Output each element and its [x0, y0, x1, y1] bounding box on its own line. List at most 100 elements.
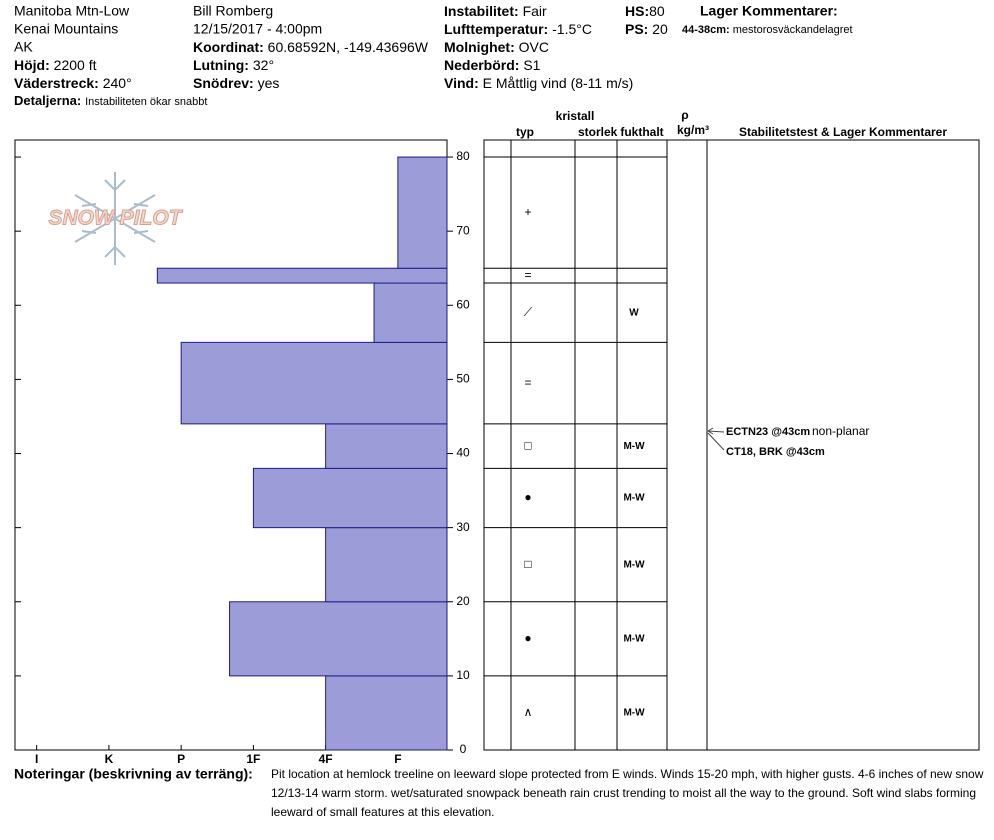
value: 20: [652, 21, 668, 37]
y-tick-label: 10: [456, 668, 470, 682]
value: E Måttlig vind (8-11 m/s): [483, 75, 634, 91]
label: Lufttemperatur:: [444, 21, 548, 37]
test-arrows: [707, 427, 725, 451]
notes-line: Pit location at hemlock treeline on leew…: [271, 767, 984, 781]
coord: Koordinat: 60.68592N, -149.43696W: [193, 39, 429, 55]
hardness-bar: [325, 527, 448, 603]
hardness-bar: [180, 341, 448, 425]
x-tick-label: 1F: [246, 752, 260, 766]
grain-type: =: [524, 268, 531, 282]
x-tick-label: I: [35, 752, 38, 766]
grain-type: □: [524, 438, 531, 452]
table-columns: [510, 140, 708, 750]
col-header: storlek: [578, 125, 618, 139]
precip: Nederbörd: S1: [444, 57, 541, 73]
airtemp: Lufttemperatur: -1.5°C: [444, 21, 592, 37]
x-tick-label: K: [105, 752, 114, 766]
layer-comments-label: Lager Kommentarer:: [700, 3, 838, 19]
notes-line: 12/13-14 warm storm. wet/saturated snowp…: [271, 786, 976, 800]
label: Lutning:: [193, 57, 249, 73]
test: CT18, BRK @43cm: [726, 446, 825, 458]
moisture: M-W: [623, 441, 645, 452]
col-header: kristall: [556, 109, 595, 123]
range: Kenai Mountains: [14, 21, 118, 37]
grain-type: =: [524, 375, 531, 389]
y-tick-label: 80: [456, 149, 470, 163]
hardness-bar: [229, 601, 448, 677]
x-tick-label: F: [394, 752, 401, 766]
label: 44-38cm:: [682, 24, 730, 36]
label: PS:: [625, 21, 648, 37]
label: HS:: [625, 3, 649, 19]
notes-line: leeward of small features at this elevat…: [271, 805, 494, 819]
slope: Lutning: 32°: [193, 57, 274, 73]
test-comment: non-planar: [812, 424, 869, 438]
grain-type: ●: [524, 490, 531, 504]
label: Molnighet:: [444, 39, 515, 55]
location: Manitoba Mtn-Low: [14, 3, 130, 19]
hardness-bar: [373, 282, 448, 343]
wind: Vind: E Måttlig vind (8-11 m/s): [444, 75, 633, 91]
y-tick-label: 20: [456, 594, 470, 608]
notes-label: Noteringar (beskrivning av terräng):: [14, 766, 253, 782]
drift: Snödrev: yes: [193, 75, 279, 91]
moisture: M-W: [623, 708, 645, 719]
label: Vind:: [444, 75, 479, 91]
hardness-bar: [156, 267, 448, 284]
value: 2200 ft: [54, 57, 97, 73]
hs: HS:80: [625, 3, 665, 19]
y-tick-label: 50: [456, 372, 470, 386]
y-tick-label: 0: [460, 742, 467, 756]
grain-type: ∧: [524, 705, 533, 719]
moisture: W: [629, 307, 639, 318]
observer: Bill Romberg: [193, 3, 273, 19]
value: -1.5°C: [552, 21, 592, 37]
col-header: fukthalt: [620, 125, 663, 139]
state: AK: [14, 39, 33, 55]
col-header: kg/m³: [677, 123, 709, 137]
elevation: Höjd: 2200 ft: [14, 57, 97, 73]
value: mestorosväckandelagret: [733, 24, 853, 36]
sky: Molnighet: OVC: [444, 39, 549, 55]
hardness-bar: [252, 467, 448, 529]
y-tick-label: 60: [456, 297, 470, 311]
label: Instabilitet:: [444, 3, 519, 19]
y-tick-label: 70: [456, 223, 470, 237]
label: Koordinat:: [193, 39, 264, 55]
x-tick-label: P: [177, 752, 185, 766]
moisture: M-W: [623, 633, 645, 644]
moisture: M-W: [623, 493, 645, 504]
test: ECTN23 @43cm: [726, 426, 810, 438]
details: Detaljerna: Instabiliteten ökar snabbt: [14, 93, 207, 109]
value: Fair: [523, 3, 547, 19]
table-frame: [483, 139, 980, 751]
label: Snödrev:: [193, 75, 254, 91]
label: Detaljerna:: [14, 93, 81, 108]
grain-type: □: [524, 557, 531, 571]
logo: [74, 172, 156, 265]
col-header: Stabilitetstest & Lager Kommentarer: [739, 125, 947, 139]
ps: PS: 20: [625, 21, 668, 37]
label: Väderstreck:: [14, 75, 99, 91]
col-header: typ: [516, 125, 534, 139]
value: OVC: [519, 39, 549, 55]
col-header: ρ: [681, 108, 688, 122]
datetime: 12/15/2017 - 4:00pm: [193, 21, 322, 37]
value: S1: [523, 57, 540, 73]
value: 32°: [253, 57, 274, 73]
y-tick-label: 30: [456, 520, 470, 534]
y-tick-label: 40: [456, 446, 470, 460]
layer-comment: 44-38cm: mestorosväckandelagret: [682, 24, 853, 36]
value: 80: [649, 3, 665, 19]
aspect: Väderstreck: 240°: [14, 75, 132, 91]
hardness-bar: [325, 423, 448, 469]
grain-type: ⟋: [524, 305, 533, 319]
stability: Instabilitet: Fair: [444, 3, 547, 19]
logo-text: SNOW PILOT: [49, 207, 184, 230]
grain-type: +: [524, 205, 531, 219]
value: Instabiliteten ökar snabbt: [85, 96, 207, 108]
grain-type: ●: [524, 631, 531, 645]
value: 60.68592N, -149.43696W: [268, 39, 429, 55]
moisture: M-W: [623, 559, 645, 570]
